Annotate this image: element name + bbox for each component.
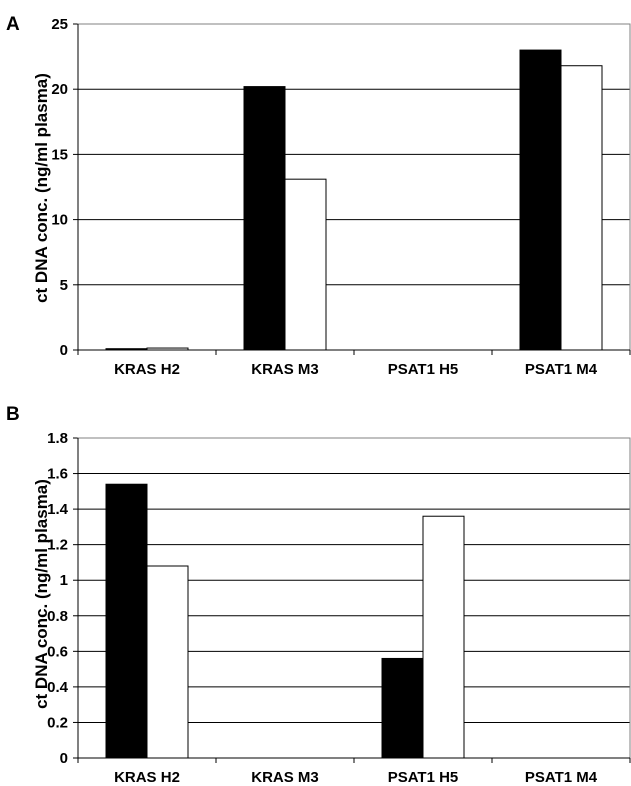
panel-a-y-ticks: 0 5 10 15 20 25 <box>51 16 78 359</box>
panel-a-ylabel: ct DNA conc. (ng/ml plasma) <box>32 73 51 303</box>
y-tick-label: 0.8 <box>47 608 68 625</box>
x-category-label: KRAS H2 <box>114 769 180 786</box>
bar-black <box>381 657 424 759</box>
x-category-label: KRAS M3 <box>251 361 319 378</box>
panel-a-letter: A <box>6 14 20 35</box>
y-tick-label: 15 <box>51 146 68 163</box>
panel-b-x-ticks: KRAS H2 KRAS M3 PSAT1 H5 PSAT1 M4 <box>77 758 631 786</box>
y-tick-label: 25 <box>51 16 68 33</box>
x-category-label: PSAT1 M4 <box>525 361 598 378</box>
y-tick-label: 0 <box>60 750 68 767</box>
bar-black <box>105 483 148 759</box>
y-tick-label: 0.4 <box>47 679 69 696</box>
y-tick-label: 1 <box>60 572 68 589</box>
x-category-label: PSAT1 H5 <box>388 769 459 786</box>
y-tick-label: 20 <box>51 81 68 98</box>
panel-b-bars <box>105 483 465 759</box>
y-tick-label: 1.2 <box>47 537 68 554</box>
bar-white <box>422 515 465 759</box>
x-category-label: KRAS M3 <box>251 769 319 786</box>
panel-a-bars <box>105 49 603 351</box>
bar-black <box>243 86 286 351</box>
x-category-label: PSAT1 H5 <box>388 361 459 378</box>
y-tick-label: 1.8 <box>47 430 68 447</box>
bar-black <box>519 49 562 351</box>
y-tick-label: 5 <box>60 277 68 294</box>
panel-a: A ct DNA conc. (ng/ml plasma) 0 5 10 15 20 25… <box>6 14 631 378</box>
bar-white <box>560 65 603 351</box>
bar-white <box>284 178 327 351</box>
panel-b: B ct DNA conc. (ng/ml plasma) 0 0.2 0.4 0.6… <box>6 404 631 786</box>
y-tick-label: 1.6 <box>47 466 68 483</box>
y-tick-label: 10 <box>51 212 68 229</box>
y-tick-label: 0 <box>60 342 68 359</box>
x-category-label: PSAT1 M4 <box>525 769 598 786</box>
y-tick-label: 0.6 <box>47 643 68 660</box>
y-tick-label: 0.2 <box>47 714 68 731</box>
x-category-label: KRAS H2 <box>114 361 180 378</box>
panel-b-letter: B <box>6 404 20 425</box>
panel-b-ylabel: ct DNA conc. (ng/ml plasma) <box>32 479 51 709</box>
y-tick-label: 1.4 <box>47 501 69 518</box>
bar-white <box>146 565 189 759</box>
panel-a-x-ticks: KRAS H2 KRAS M3 PSAT1 H5 PSAT1 M4 <box>77 350 631 378</box>
panel-b-y-ticks: 0 0.2 0.4 0.6 0.8 1 1.2 1.4 1.6 1.8 <box>47 430 78 767</box>
